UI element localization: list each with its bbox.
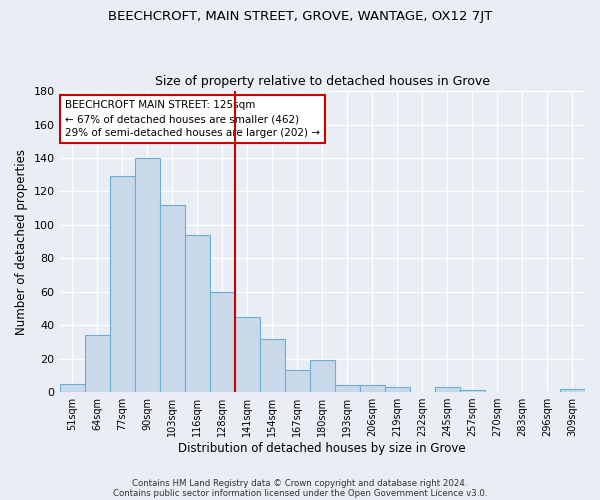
Text: Contains public sector information licensed under the Open Government Licence v3: Contains public sector information licen…: [113, 488, 487, 498]
Bar: [59, 384, 85, 392]
Y-axis label: Number of detached properties: Number of detached properties: [15, 148, 28, 334]
Bar: [85, 335, 110, 392]
Text: Contains HM Land Registry data © Crown copyright and database right 2024.: Contains HM Land Registry data © Crown c…: [132, 478, 468, 488]
Bar: [110, 176, 134, 392]
Bar: [235, 317, 260, 392]
Bar: [209, 292, 235, 392]
Bar: [134, 158, 160, 392]
Text: BEECHCROFT MAIN STREET: 125sqm
← 67% of detached houses are smaller (462)
29% of: BEECHCROFT MAIN STREET: 125sqm ← 67% of …: [65, 100, 320, 138]
Bar: [360, 386, 385, 392]
Bar: [385, 387, 410, 392]
Title: Size of property relative to detached houses in Grove: Size of property relative to detached ho…: [155, 76, 490, 88]
Bar: [435, 387, 460, 392]
Bar: [310, 360, 335, 392]
Bar: [335, 386, 360, 392]
Bar: [460, 390, 485, 392]
Bar: [285, 370, 310, 392]
Text: BEECHCROFT, MAIN STREET, GROVE, WANTAGE, OX12 7JT: BEECHCROFT, MAIN STREET, GROVE, WANTAGE,…: [108, 10, 492, 23]
Bar: [185, 235, 209, 392]
Bar: [560, 388, 585, 392]
X-axis label: Distribution of detached houses by size in Grove: Distribution of detached houses by size …: [178, 442, 466, 455]
Bar: [160, 205, 185, 392]
Bar: [260, 338, 285, 392]
